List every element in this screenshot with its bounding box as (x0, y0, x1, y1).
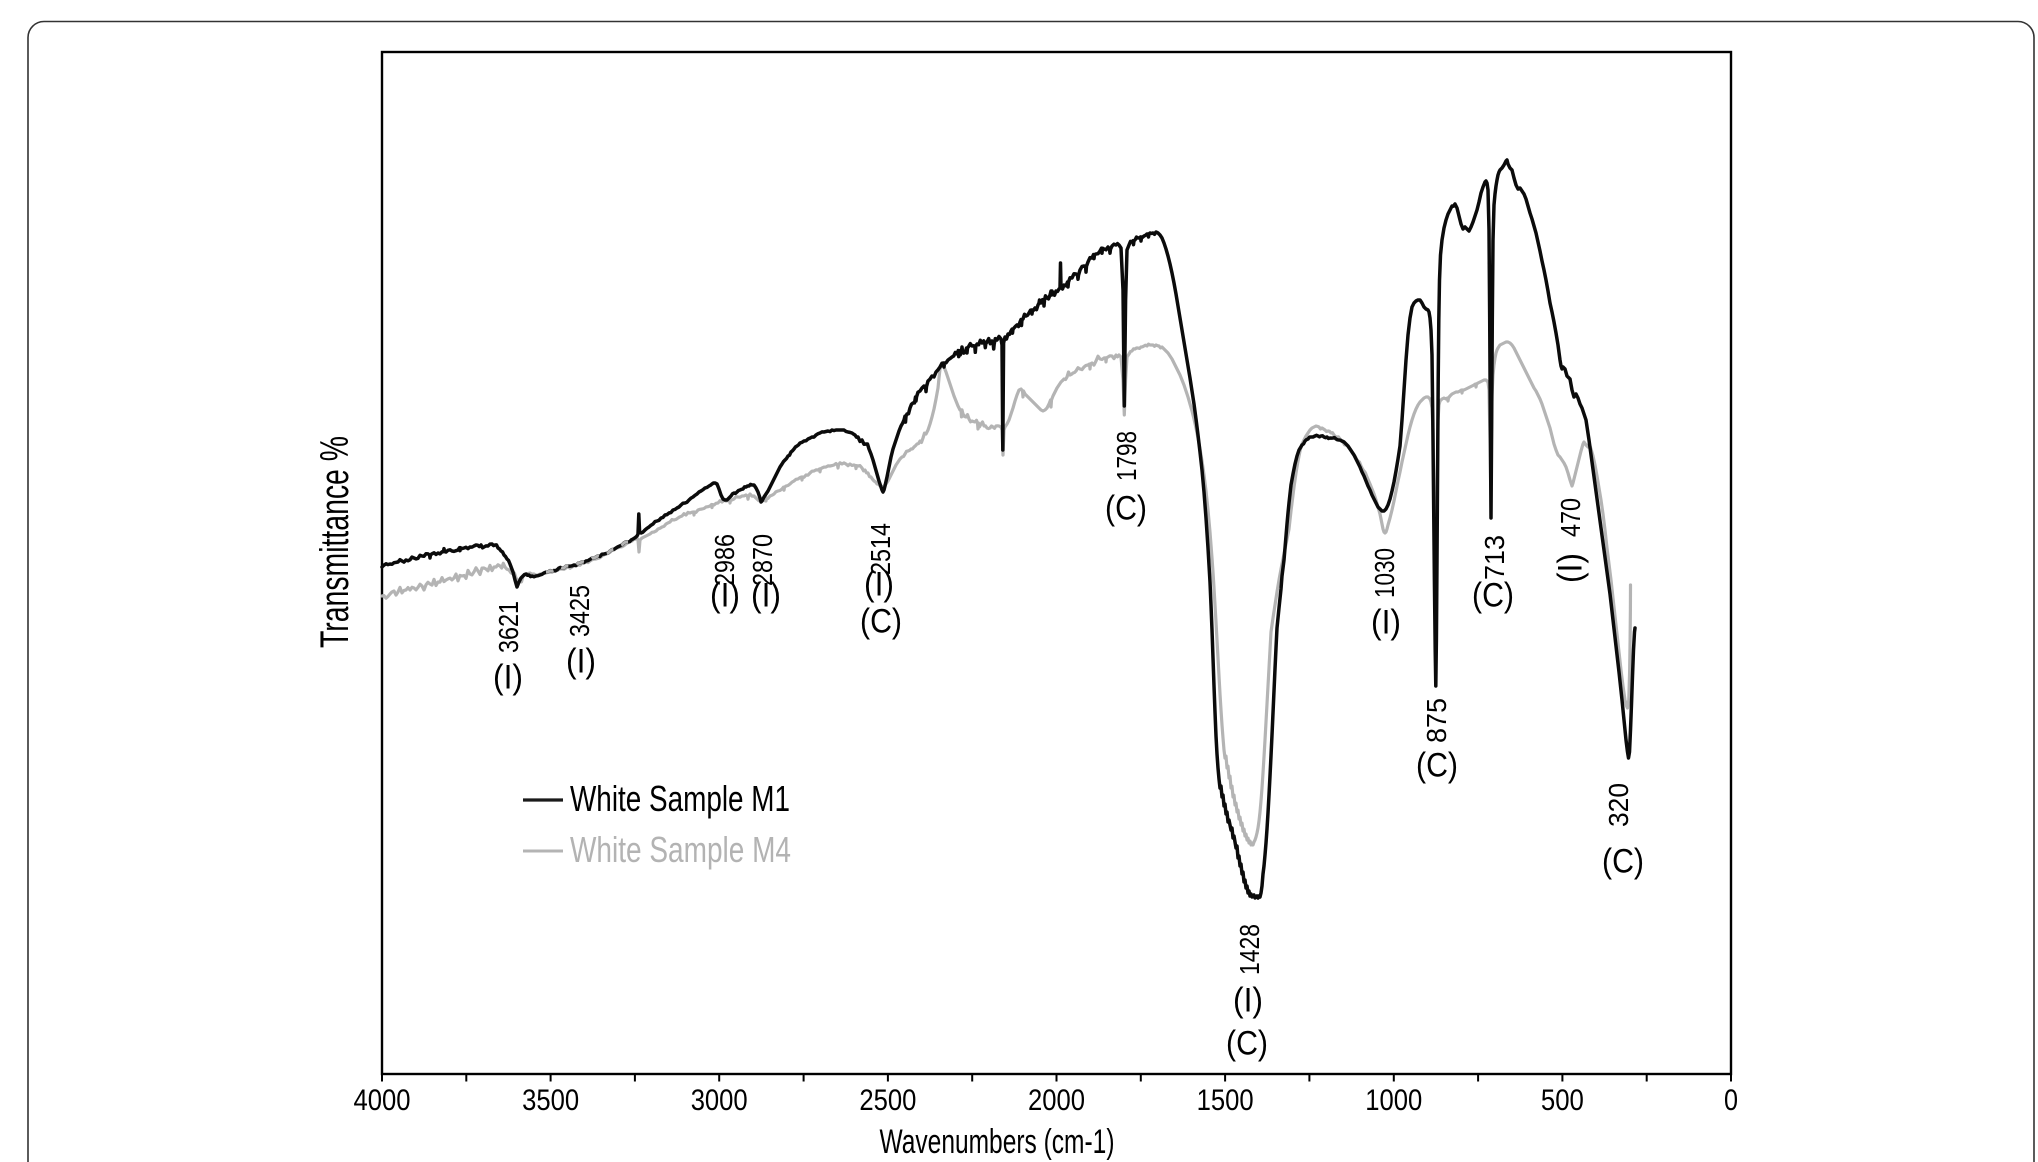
svg-text:(I): (I) (493, 659, 523, 697)
svg-text:3425: 3425 (564, 585, 595, 637)
svg-text:2514: 2514 (865, 523, 896, 575)
svg-text:1500: 1500 (1197, 1084, 1254, 1117)
svg-text:320: 320 (1603, 783, 1634, 827)
svg-text:1030: 1030 (1369, 548, 1400, 598)
svg-text:(I): (I) (1552, 553, 1590, 583)
svg-text:4000: 4000 (354, 1084, 411, 1117)
svg-text:2986: 2986 (709, 534, 740, 586)
svg-text:(I): (I) (1233, 982, 1263, 1020)
svg-text:1000: 1000 (1365, 1084, 1422, 1117)
svg-text:3500: 3500 (522, 1084, 579, 1117)
svg-text:2000: 2000 (1028, 1084, 1085, 1117)
svg-text:500: 500 (1541, 1084, 1584, 1117)
svg-text:0: 0 (1724, 1084, 1738, 1117)
svg-text:3000: 3000 (691, 1084, 748, 1117)
svg-text:(I): (I) (566, 643, 596, 681)
svg-text:470: 470 (1555, 498, 1586, 537)
svg-text:White Sample M1: White Sample M1 (570, 778, 790, 819)
svg-text:Wavenumbers (cm-1): Wavenumbers (cm-1) (880, 1123, 1115, 1161)
svg-text:2870: 2870 (747, 534, 778, 586)
svg-text:(I): (I) (864, 566, 894, 604)
svg-text:1428: 1428 (1234, 924, 1265, 975)
svg-text:(I): (I) (751, 577, 781, 615)
svg-text:White Sample M4: White Sample M4 (570, 829, 791, 870)
svg-text:3621: 3621 (493, 601, 524, 653)
svg-text:1798: 1798 (1111, 431, 1142, 481)
svg-text:(C): (C) (1416, 747, 1458, 785)
svg-text:2500: 2500 (859, 1084, 916, 1117)
svg-text:(C): (C) (1472, 577, 1514, 615)
svg-text:(C): (C) (1226, 1025, 1268, 1063)
svg-text:875: 875 (1421, 698, 1452, 743)
svg-text:Transmittance %: Transmittance % (313, 436, 357, 648)
svg-text:(C): (C) (1602, 843, 1644, 881)
svg-text:(C): (C) (1105, 490, 1147, 528)
svg-text:(C): (C) (860, 603, 902, 641)
svg-text:(I): (I) (710, 577, 740, 615)
svg-text:713: 713 (1479, 535, 1510, 580)
svg-text:(I): (I) (1371, 604, 1401, 642)
